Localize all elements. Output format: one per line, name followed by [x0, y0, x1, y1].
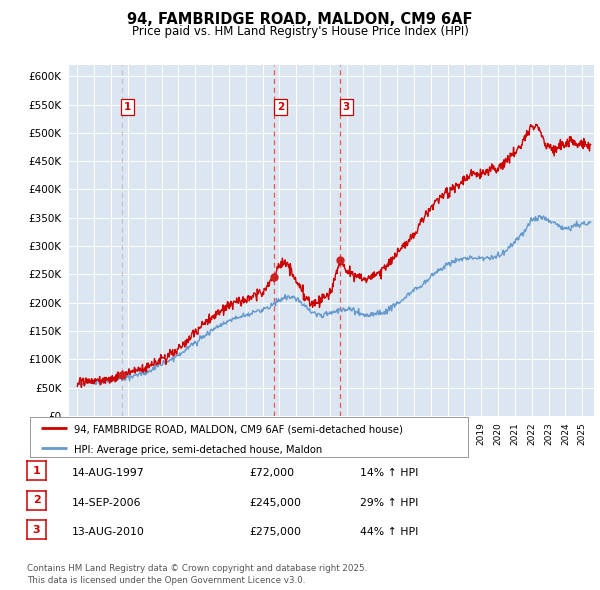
Text: 44% ↑ HPI: 44% ↑ HPI [360, 527, 418, 537]
Text: 13-AUG-2010: 13-AUG-2010 [72, 527, 145, 537]
Text: £275,000: £275,000 [249, 527, 301, 537]
Text: 14% ↑ HPI: 14% ↑ HPI [360, 468, 418, 478]
Text: 29% ↑ HPI: 29% ↑ HPI [360, 498, 418, 507]
Text: £245,000: £245,000 [249, 498, 301, 507]
Text: 3: 3 [343, 102, 350, 112]
Text: Contains HM Land Registry data © Crown copyright and database right 2025.
This d: Contains HM Land Registry data © Crown c… [27, 565, 367, 585]
Text: 2: 2 [33, 496, 40, 505]
Text: 1: 1 [124, 102, 131, 112]
Text: £72,000: £72,000 [249, 468, 294, 478]
Text: 94, FAMBRIDGE ROAD, MALDON, CM9 6AF (semi-detached house): 94, FAMBRIDGE ROAD, MALDON, CM9 6AF (sem… [74, 424, 403, 434]
Text: 3: 3 [33, 525, 40, 535]
Text: 1: 1 [33, 466, 40, 476]
Text: Price paid vs. HM Land Registry's House Price Index (HPI): Price paid vs. HM Land Registry's House … [131, 25, 469, 38]
Text: 14-SEP-2006: 14-SEP-2006 [72, 498, 142, 507]
Text: HPI: Average price, semi-detached house, Maldon: HPI: Average price, semi-detached house,… [74, 445, 322, 455]
Text: 94, FAMBRIDGE ROAD, MALDON, CM9 6AF: 94, FAMBRIDGE ROAD, MALDON, CM9 6AF [127, 12, 473, 27]
Text: 14-AUG-1997: 14-AUG-1997 [72, 468, 145, 478]
Text: 2: 2 [277, 102, 284, 112]
